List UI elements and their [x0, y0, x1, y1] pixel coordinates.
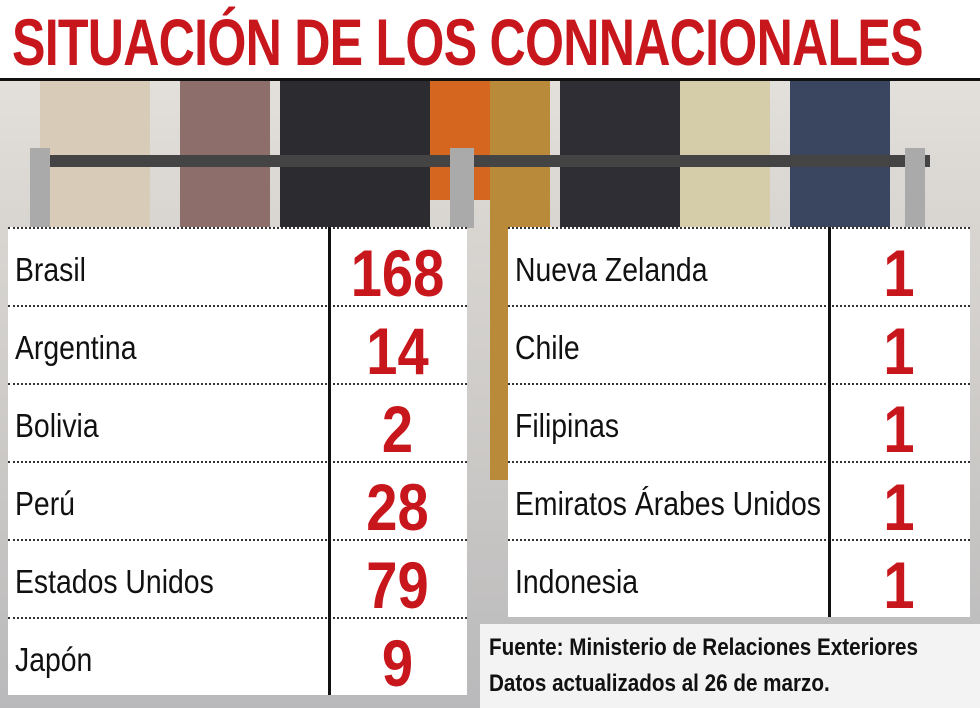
country: Argentina — [15, 329, 137, 366]
count: 1 — [883, 392, 915, 466]
country: Japón — [15, 641, 93, 678]
barrier-post — [450, 148, 474, 228]
column-divider — [828, 227, 831, 617]
count: 1 — [883, 548, 915, 622]
count: 2 — [381, 392, 414, 466]
country: Perú — [15, 485, 75, 522]
count: 28 — [366, 470, 429, 544]
title-bar: SITUACIÓN DE LOS CONNACIONALES — [0, 0, 980, 81]
table-row: Perú 28 — [8, 461, 467, 544]
note: Datos actualizados al 26 de marzo. — [489, 670, 830, 697]
count: 1 — [883, 236, 915, 310]
barrier-belt — [30, 155, 930, 167]
country: Filipinas — [515, 407, 620, 444]
title: SITUACIÓN DE LOS CONNACIONALES — [12, 5, 924, 79]
country: Brasil — [15, 251, 86, 288]
footer: Fuente: Ministerio de Relaciones Exterio… — [480, 624, 980, 708]
country: Bolivia — [15, 407, 99, 444]
count: 79 — [366, 548, 429, 622]
count: 168 — [350, 236, 445, 310]
table-row: Filipinas 1 — [508, 383, 970, 466]
table-row: Argentina 14 — [8, 305, 467, 388]
barrier-post — [30, 148, 50, 228]
count: 9 — [381, 626, 414, 700]
country: Chile — [515, 329, 580, 366]
table-row: Brasil 168 — [8, 227, 467, 310]
table-row: Emiratos Árabes Unidos 1 — [508, 461, 970, 544]
table: Nueva Zelanda 1 Chile 1 Filipinas 1 Emiratos Á… — [508, 227, 970, 622]
barrier-post — [905, 148, 925, 228]
table-row: Chile 1 — [508, 305, 970, 388]
count: 1 — [883, 470, 915, 544]
count: 1 — [883, 314, 915, 388]
country: Emiratos Árabes Unidos — [515, 485, 822, 522]
table: Brasil 168 Argentina 14 Bolivia 2 Perú 28 Estado… — [8, 227, 467, 700]
table-row: Japón 9 — [8, 617, 467, 700]
table-row: Indonesia 1 — [508, 539, 970, 622]
source: Fuente: Ministerio de Relaciones Exterio… — [489, 634, 918, 661]
country: Estados Unidos — [15, 563, 214, 600]
table-row: Nueva Zelanda 1 — [508, 227, 970, 310]
column-divider — [328, 227, 331, 695]
table-row: Bolivia 2 — [8, 383, 467, 466]
count: 14 — [366, 314, 429, 388]
country: Nueva Zelanda — [515, 251, 708, 288]
table-row: Estados Unidos 79 — [8, 539, 467, 622]
country: Indonesia — [515, 563, 639, 600]
